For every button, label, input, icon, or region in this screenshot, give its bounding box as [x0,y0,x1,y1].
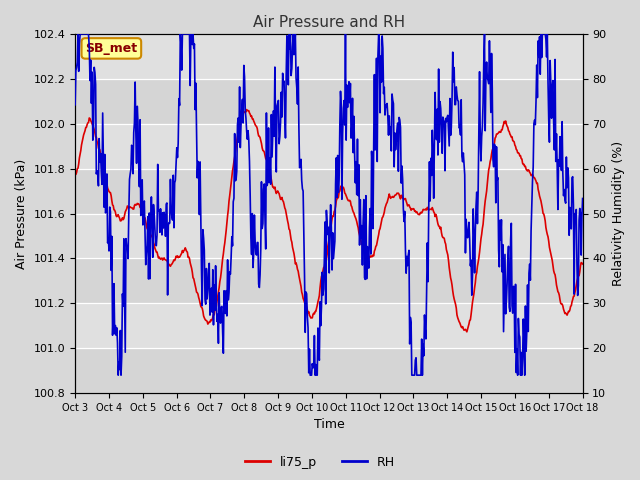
Bar [75,348,582,393]
Y-axis label: Relativity Humidity (%): Relativity Humidity (%) [612,141,625,286]
Text: SB_met: SB_met [85,42,138,55]
Title: Air Pressure and RH: Air Pressure and RH [253,15,405,30]
Bar [75,168,582,214]
Bar [75,258,582,303]
X-axis label: Time: Time [314,419,344,432]
Legend: li75_p, RH: li75_p, RH [240,451,400,474]
Y-axis label: Air Pressure (kPa): Air Pressure (kPa) [15,158,28,269]
Bar [75,79,582,124]
